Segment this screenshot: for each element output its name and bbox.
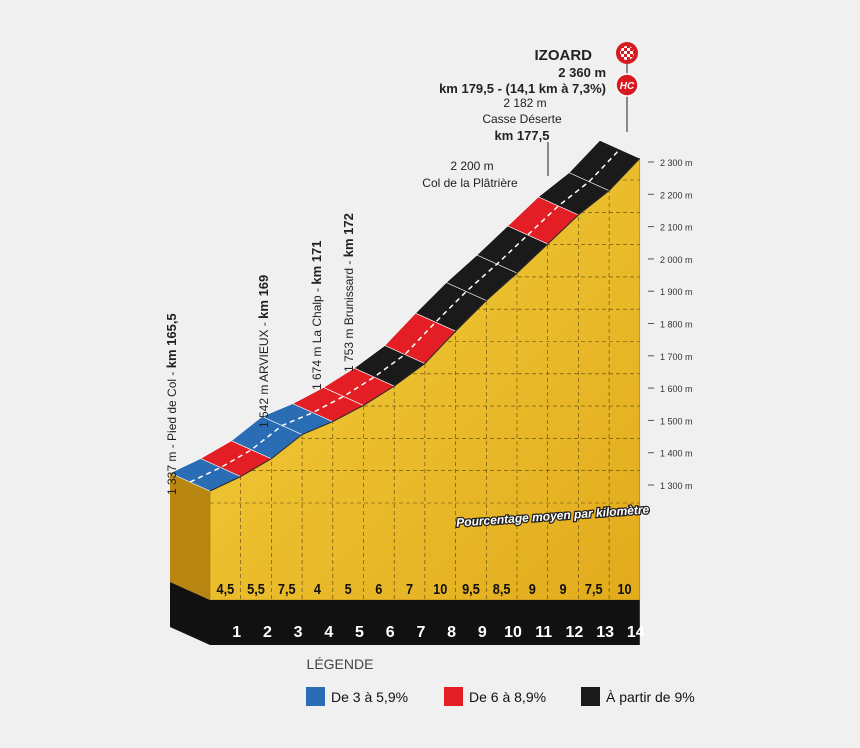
km-label: 14 bbox=[627, 624, 645, 641]
km-label: 10 bbox=[504, 624, 522, 641]
legend-label: De 3 à 5,9% bbox=[331, 689, 408, 705]
annotation-km: km 171 bbox=[309, 241, 324, 285]
y-tick-label: 2 300 m bbox=[660, 158, 693, 168]
y-tick-label: 1 600 m bbox=[660, 384, 693, 394]
legend-label: À partir de 9% bbox=[606, 689, 695, 705]
km-label: 13 bbox=[596, 624, 614, 641]
base bbox=[210, 600, 640, 645]
profile: 1 300 m 1 400 m 1 500 m 1 600 m 1 700 m 1 800… bbox=[169, 139, 693, 645]
y-tick-label: 1 700 m bbox=[660, 352, 693, 362]
col-altitude: 2 200 m bbox=[450, 159, 493, 173]
y-tick-label: 2 200 m bbox=[660, 190, 693, 200]
km-label: 12 bbox=[566, 624, 584, 641]
gradient-label: 7,5 bbox=[585, 580, 603, 597]
col-name: Col de la Plâtrière bbox=[422, 176, 518, 190]
km-label: 4 bbox=[324, 624, 333, 641]
y-tick-label: 1 800 m bbox=[660, 320, 693, 330]
y-tick-label: 1 300 m bbox=[660, 481, 693, 491]
summit-title: IZOARD bbox=[535, 47, 593, 64]
gradient-label: 4,5 bbox=[216, 580, 234, 597]
center-line bbox=[189, 148, 621, 483]
gradient-label: 9 bbox=[560, 580, 567, 597]
annotation: 1 674 m La Chalp - km 171 bbox=[309, 241, 324, 391]
summit-info: km 179,5 - (14,1 km à 7,3%) bbox=[439, 81, 606, 96]
y-tick-label: 1 900 m bbox=[660, 287, 693, 297]
annotation: 1 753 m Brunissard - km 172 bbox=[341, 213, 356, 372]
gradient-label: 7,5 bbox=[278, 580, 296, 597]
casse-km: km 177,5 bbox=[495, 128, 550, 143]
casse-name: Casse Déserte bbox=[482, 112, 562, 126]
gradient-label: 4 bbox=[314, 580, 321, 597]
km-label: 3 bbox=[294, 624, 303, 641]
annotation-text: 1 542 m ARVIEUX - bbox=[257, 319, 271, 428]
category-icon bbox=[615, 73, 639, 97]
annotation: 1 542 m ARVIEUX - km 169 bbox=[256, 275, 271, 428]
y-tick-label: 2 000 m bbox=[660, 255, 693, 265]
km-label: 9 bbox=[478, 624, 487, 641]
gradient-label: 8,5 bbox=[493, 580, 511, 597]
annotation-km: km 165,5 bbox=[164, 313, 179, 368]
base-side bbox=[170, 582, 210, 645]
legend-swatch bbox=[444, 687, 463, 706]
gradient-label: 9 bbox=[529, 580, 536, 597]
summit-altitude: 2 360 m bbox=[558, 65, 606, 80]
km-label: 11 bbox=[535, 624, 552, 641]
legend-title: LÉGENDE bbox=[307, 656, 374, 672]
km-label: 6 bbox=[386, 624, 395, 641]
gradient-label: 6 bbox=[375, 580, 382, 597]
annotation: 1 337 m - Pied de Col - km 165,5 bbox=[164, 313, 179, 495]
y-tick-label: 1 400 m bbox=[660, 449, 693, 459]
gradient-label: 5 bbox=[345, 580, 352, 597]
annotation-km: km 172 bbox=[341, 213, 356, 257]
gradient-label: 10 bbox=[433, 580, 447, 597]
side-face bbox=[170, 473, 210, 600]
gradient-label: 9,5 bbox=[462, 580, 480, 597]
km-label: 1 bbox=[232, 624, 241, 641]
annotation-km: km 169 bbox=[256, 275, 271, 319]
km-label: 2 bbox=[263, 624, 272, 641]
legend-swatch bbox=[306, 687, 325, 706]
y-tick-label: 2 100 m bbox=[660, 223, 693, 233]
checker bbox=[620, 46, 634, 60]
category-badge: HC bbox=[620, 81, 635, 92]
gradient-label: 7 bbox=[406, 580, 413, 597]
annotation-text: 1 674 m La Chalp - bbox=[310, 285, 324, 390]
annotation-text: 1 753 m Brunissard - bbox=[342, 257, 356, 372]
top-edge bbox=[209, 158, 641, 492]
legend-swatch bbox=[581, 687, 600, 706]
y-tick-label: 1 500 m bbox=[660, 416, 693, 426]
km-label: 5 bbox=[355, 624, 364, 641]
gradient-label: 10 bbox=[617, 580, 631, 597]
casse-altitude: 2 182 m bbox=[503, 96, 546, 110]
annotation-text: 1 337 m - Pied de Col - bbox=[165, 368, 179, 495]
gradient-label: 5,5 bbox=[247, 580, 265, 597]
km-label: 7 bbox=[416, 624, 425, 641]
legend-label: De 6 à 8,9% bbox=[469, 689, 546, 705]
km-label: 8 bbox=[447, 624, 456, 641]
